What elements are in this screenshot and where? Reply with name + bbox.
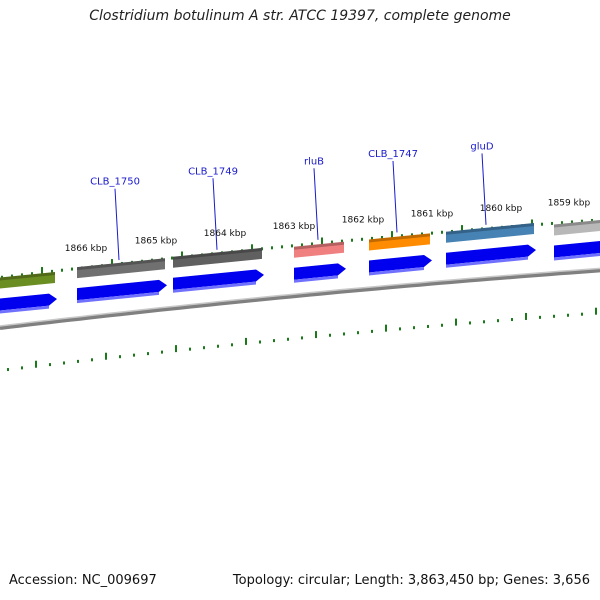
gene-label[interactable]: gluD (470, 141, 493, 152)
gene-feature[interactable]: rluB (294, 156, 346, 283)
map-title: Clostridium botulinum A str. ATCC 19397,… (89, 8, 511, 24)
gene-bar-edge (77, 258, 165, 271)
gene-leader-line (313, 168, 319, 240)
gene-bar[interactable] (369, 233, 430, 251)
cds-arrow[interactable] (369, 254, 432, 273)
gene-feature[interactable]: CLB_1747 (368, 149, 432, 276)
genome-stats-text: Topology: circular; Length: 3,863,450 bp… (232, 573, 590, 588)
gene-label[interactable]: CLB_1750 (90, 177, 140, 188)
gene-feature[interactable]: CLB_1750 (77, 177, 167, 304)
genome-backbone (0, 267, 600, 330)
scale-label: 1864 kbp (204, 229, 247, 239)
gene-bar-edge (173, 247, 262, 260)
gene-bar-edge (0, 272, 55, 281)
gene-track: CLB_1750 CLB_1749 rluB CLB_1747 gluD (0, 141, 600, 314)
gene-bar-edge (554, 219, 600, 228)
cds-arrow-shadow (554, 252, 600, 261)
scale-labels: 1866 kbp 1865 kbp 1864 kbp 1863 kbp 1862 kbp… (65, 199, 591, 254)
gene-bar[interactable] (173, 247, 262, 268)
gene-leader-line (481, 153, 487, 225)
gene-label[interactable]: rluB (304, 156, 324, 167)
cds-arrow[interactable] (294, 263, 346, 280)
scale-label: 1859 kbp (548, 199, 591, 209)
cds-arrow[interactable] (446, 244, 536, 265)
cds-arrow-shadow (294, 275, 338, 283)
scale-label: 1862 kbp (342, 216, 385, 226)
scale-label: 1866 kbp (65, 244, 108, 254)
cds-arrow[interactable] (554, 240, 600, 258)
cds-arrow-shadow (173, 281, 256, 293)
gene-bar-edge (446, 223, 534, 235)
cds-arrow-shadow (446, 256, 528, 268)
gene-feature[interactable] (554, 219, 600, 261)
cds-arrow[interactable] (77, 279, 167, 301)
gene-bar[interactable] (77, 258, 165, 279)
cds-arrow[interactable] (173, 269, 264, 290)
gene-bar[interactable] (294, 241, 344, 258)
cds-arrow-shadow (369, 266, 424, 276)
scale-label: 1865 kbp (135, 236, 178, 246)
gene-feature[interactable]: gluD (446, 141, 536, 268)
gene-label[interactable]: CLB_1749 (188, 166, 238, 177)
gene-leader-line (212, 178, 218, 250)
cds-arrow[interactable] (0, 293, 57, 311)
scale-label: 1860 kbp (480, 204, 523, 214)
gene-bar[interactable] (554, 219, 600, 236)
gene-feature[interactable]: CLB_1749 (173, 166, 264, 293)
gene-feature[interactable] (0, 272, 57, 314)
gene-leader-line (392, 160, 398, 233)
accession-text: Accession: NC_009697 (9, 573, 157, 588)
cds-arrow-shadow (0, 305, 49, 314)
gene-bar-edge (369, 233, 430, 243)
cds-arrow-shadow (77, 291, 159, 304)
backbone-curve (0, 268, 600, 330)
scale-label: 1863 kbp (273, 222, 316, 232)
gene-bar[interactable] (0, 272, 55, 289)
gene-bar-edge (294, 241, 344, 250)
backbone-highlight (0, 267, 600, 327)
gene-leader-line (114, 188, 120, 261)
gene-label[interactable]: CLB_1747 (368, 149, 418, 160)
gene-bar[interactable] (446, 223, 534, 243)
scale-label: 1861 kbp (411, 210, 454, 220)
